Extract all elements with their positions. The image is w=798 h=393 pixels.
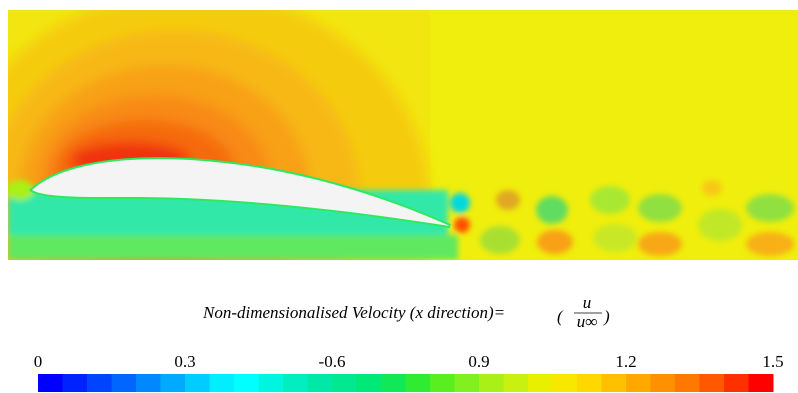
airfoil	[32, 159, 450, 226]
colorbar-swatch	[650, 374, 676, 392]
colorbar-label: -0.6	[319, 352, 346, 371]
colorbar: 0 0.3 -0.6 0.9 1.2 1.5	[34, 352, 784, 392]
caption: Non-dimensionalised Velocity (x directio…	[202, 303, 505, 322]
colorbar-swatch	[234, 374, 259, 392]
denominator: u∞	[577, 312, 598, 331]
colorbar-swatch	[258, 374, 284, 392]
numerator: u	[583, 293, 592, 312]
colorbar-swatch	[748, 374, 774, 392]
colorbar-label: 0.9	[468, 352, 489, 371]
colorbar-swatch	[111, 374, 137, 392]
colorbar-swatch	[454, 374, 480, 392]
colorbar-label: 1.2	[615, 352, 636, 371]
colorbar-swatch	[38, 374, 63, 392]
colorbar-label: 0.3	[174, 352, 195, 371]
colorbar-swatch	[675, 374, 700, 392]
colorbar-label: 0	[34, 352, 43, 371]
colorbar-swatch	[136, 374, 161, 392]
colorbar-swatch	[699, 374, 725, 392]
colorbar-swatch	[626, 374, 651, 392]
colorbar-swatch	[430, 374, 455, 392]
colorbar-swatch	[185, 374, 210, 392]
colorbar-swatch	[283, 374, 308, 392]
colorbar-swatch	[405, 374, 431, 392]
colorbar-swatch	[552, 374, 578, 392]
colorbar-swatch	[577, 374, 602, 392]
colorbar-swatch	[528, 374, 553, 392]
paren-open: (	[557, 307, 564, 326]
colorbar-swatch	[601, 374, 627, 392]
colorbar-swatch	[209, 374, 235, 392]
colorbar-swatch	[332, 374, 357, 392]
colorbar-swatch	[62, 374, 88, 392]
colorbar-swatch	[503, 374, 529, 392]
colorbar-label: 1.5	[762, 352, 783, 371]
colorbar-swatch	[356, 374, 382, 392]
colorbar-swatch	[381, 374, 406, 392]
colorbar-swatch	[160, 374, 186, 392]
colorbar-swatch	[479, 374, 504, 392]
paren-close: )	[603, 307, 610, 326]
colorbar-swatch	[724, 374, 749, 392]
colorbar-swatch	[87, 374, 112, 392]
colorbar-swatch	[307, 374, 333, 392]
